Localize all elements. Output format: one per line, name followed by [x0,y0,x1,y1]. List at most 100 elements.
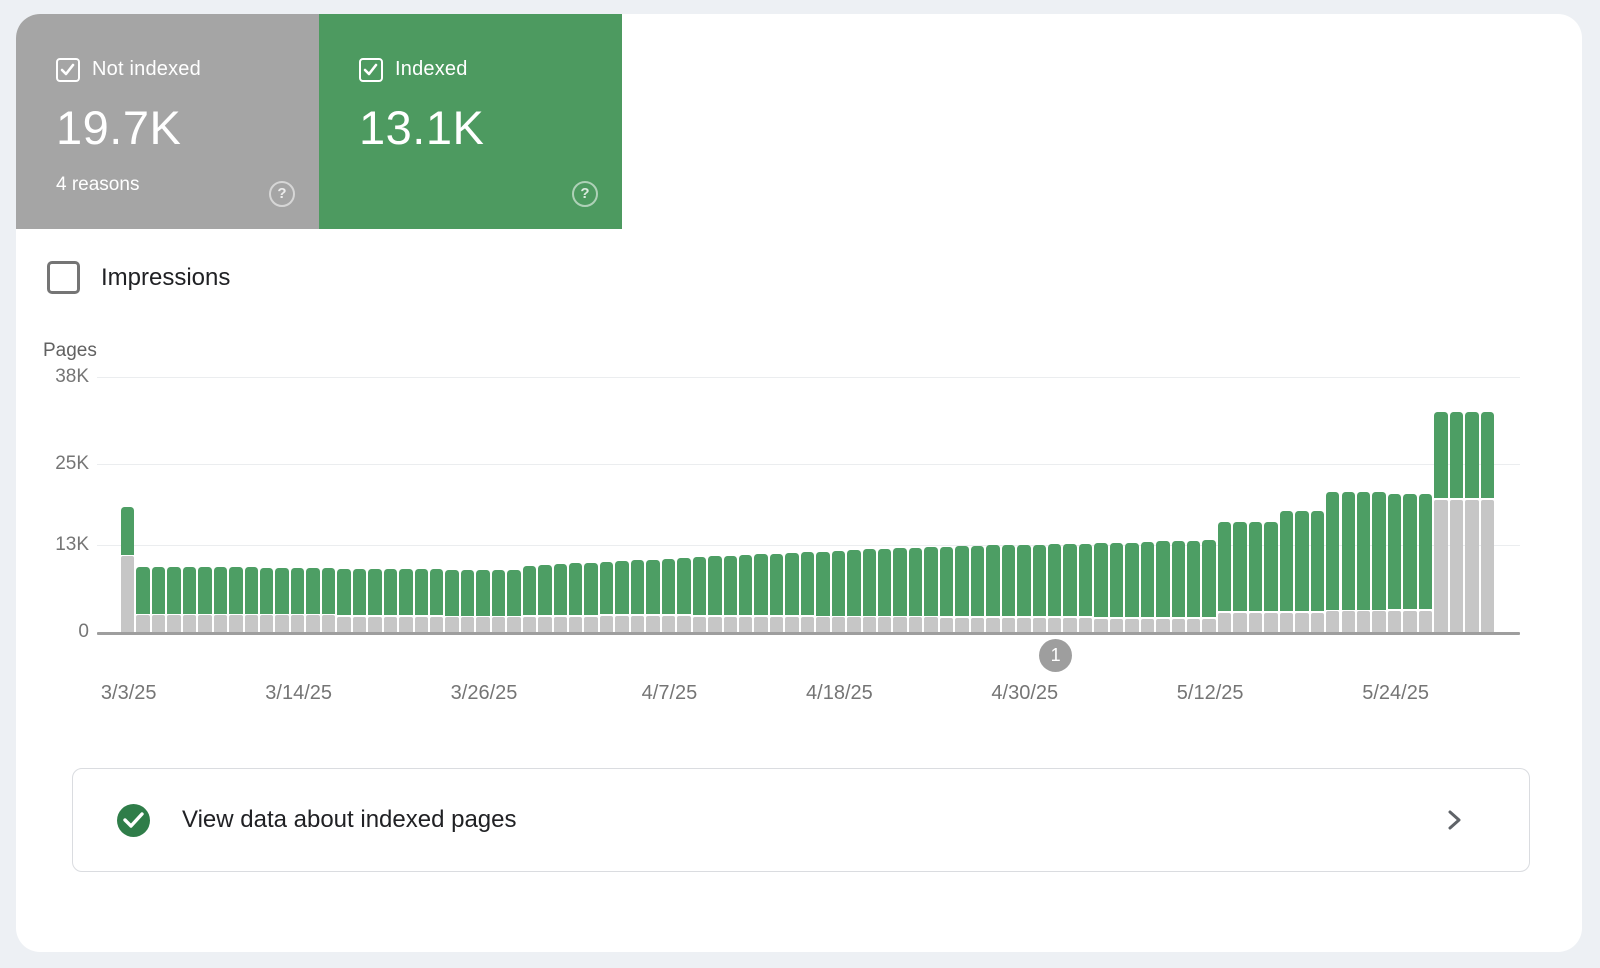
bar-segment-not-indexed[interactable] [290,615,305,632]
bar-segment-indexed[interactable] [800,552,815,616]
bar-segment-indexed[interactable] [1217,521,1232,612]
bar-segment-not-indexed[interactable] [1248,612,1263,632]
bar-segment-indexed[interactable] [1001,545,1016,617]
bar-segment-not-indexed[interactable] [1341,611,1355,632]
bar-segment-indexed[interactable] [630,560,645,615]
bar-segment-not-indexed[interactable] [847,617,861,632]
bar-segment-indexed[interactable] [151,566,166,614]
not-indexed-checkbox[interactable] [56,58,80,82]
bar-segment-not-indexed[interactable] [1156,618,1170,632]
bar-segment-indexed[interactable] [754,554,768,616]
bar-segment-indexed[interactable] [677,558,691,615]
bar-segment-indexed[interactable] [1125,542,1139,618]
bar-segment-indexed[interactable] [569,562,583,616]
bar-segment-not-indexed[interactable] [167,615,181,632]
bar-segment-not-indexed[interactable] [1001,617,1016,632]
bar-segment-indexed[interactable] [615,560,629,615]
bar-segment-not-indexed[interactable] [646,615,660,632]
bar-segment-not-indexed[interactable] [121,556,135,632]
bar-segment-indexed[interactable] [1248,521,1263,612]
bar-segment-indexed[interactable] [1187,540,1201,618]
bar-segment-indexed[interactable] [862,549,876,616]
bar-segment-not-indexed[interactable] [244,615,259,632]
bar-segment-indexed[interactable] [476,569,490,616]
bar-segment-indexed[interactable] [368,568,382,616]
bar-segment-not-indexed[interactable] [507,617,521,632]
bar-segment-not-indexed[interactable] [491,617,506,632]
bar-segment-indexed[interactable] [661,558,676,615]
bar-segment-indexed[interactable] [692,556,707,616]
bar-segment-not-indexed[interactable] [738,616,753,632]
bar-segment-not-indexed[interactable] [1140,618,1155,632]
bar-segment-not-indexed[interactable] [414,616,428,632]
bar-segment-indexed[interactable] [1434,411,1448,499]
bar-segment-indexed[interactable] [1449,411,1464,499]
bar-segment-not-indexed[interactable] [522,616,537,632]
bar-segment-not-indexed[interactable] [151,615,166,632]
bar-segment-not-indexed[interactable] [1372,611,1386,632]
bar-segment-indexed[interactable] [1156,541,1170,618]
bar-segment-not-indexed[interactable] [1295,612,1309,632]
view-indexed-data-link[interactable]: View data about indexed pages [72,768,1530,872]
bar-segment-indexed[interactable] [769,553,784,616]
bar-segment-not-indexed[interactable] [538,616,552,632]
bar-segment-indexed[interactable] [1047,544,1062,617]
bar-segment-not-indexed[interactable] [1217,612,1232,632]
bar-segment-indexed[interactable] [1279,510,1294,612]
bar-segment-not-indexed[interactable] [1047,617,1062,632]
bar-segment-indexed[interactable] [893,548,907,616]
bar-segment-indexed[interactable] [1233,521,1247,612]
bar-segment-indexed[interactable] [275,567,289,614]
bar-segment-indexed[interactable] [290,567,305,614]
bar-segment-indexed[interactable] [1202,540,1216,618]
bar-segment-indexed[interactable] [816,551,830,616]
bar-segment-not-indexed[interactable] [955,617,969,632]
bar-segment-indexed[interactable] [167,566,181,614]
bar-segment-not-indexed[interactable] [939,617,954,632]
bar-segment-not-indexed[interactable] [769,616,784,632]
bar-segment-indexed[interactable] [1372,492,1386,610]
bar-segment-indexed[interactable] [723,555,737,616]
bar-segment-indexed[interactable] [1264,521,1278,612]
bar-segment-indexed[interactable] [970,546,985,617]
bar-segment-indexed[interactable] [321,567,336,614]
bar-segment-not-indexed[interactable] [1418,610,1433,632]
bar-segment-indexed[interactable] [1465,411,1479,499]
bar-segment-not-indexed[interactable] [321,615,336,632]
bar-segment-not-indexed[interactable] [1326,611,1340,632]
bar-segment-not-indexed[interactable] [306,615,320,632]
bar-segment-not-indexed[interactable] [677,615,691,632]
bar-segment-not-indexed[interactable] [1109,618,1124,632]
bar-segment-indexed[interactable] [229,566,243,614]
bar-segment-not-indexed[interactable] [1403,610,1417,632]
help-icon[interactable]: ? [269,181,295,207]
bar-segment-not-indexed[interactable] [1387,610,1402,632]
bar-segment-not-indexed[interactable] [878,617,892,632]
bar-segment-not-indexed[interactable] [476,617,490,632]
bar-segment-not-indexed[interactable] [661,615,676,632]
bar-segment-indexed[interactable] [306,567,320,614]
bar-segment-indexed[interactable] [337,568,351,616]
bar-segment-not-indexed[interactable] [352,616,367,632]
bar-segment-not-indexed[interactable] [862,617,876,632]
bar-segment-indexed[interactable] [1171,541,1185,618]
bar-segment-indexed[interactable] [599,561,614,615]
bar-segment-indexed[interactable] [847,550,861,616]
bar-segment-not-indexed[interactable] [708,616,722,632]
bar-segment-indexed[interactable] [1480,411,1494,499]
bar-segment-not-indexed[interactable] [584,616,598,632]
bar-segment-indexed[interactable] [908,548,923,616]
bar-segment-not-indexed[interactable] [908,617,923,632]
bar-segment-indexed[interactable] [939,546,954,617]
bar-segment-indexed[interactable] [1078,544,1093,617]
bar-segment-not-indexed[interactable] [970,617,985,632]
bar-segment-not-indexed[interactable] [460,617,475,632]
bar-segment-indexed[interactable] [1295,510,1309,612]
bar-segment-not-indexed[interactable] [337,616,351,632]
not-indexed-card[interactable]: Not indexed 19.7K 4 reasons ? [16,14,319,229]
bar-segment-indexed[interactable] [429,568,444,616]
bar-segment-indexed[interactable] [491,569,506,616]
indexed-checkbox[interactable] [359,58,383,82]
bar-segment-indexed[interactable] [1341,492,1355,610]
bar-segment-not-indexed[interactable] [785,616,799,632]
